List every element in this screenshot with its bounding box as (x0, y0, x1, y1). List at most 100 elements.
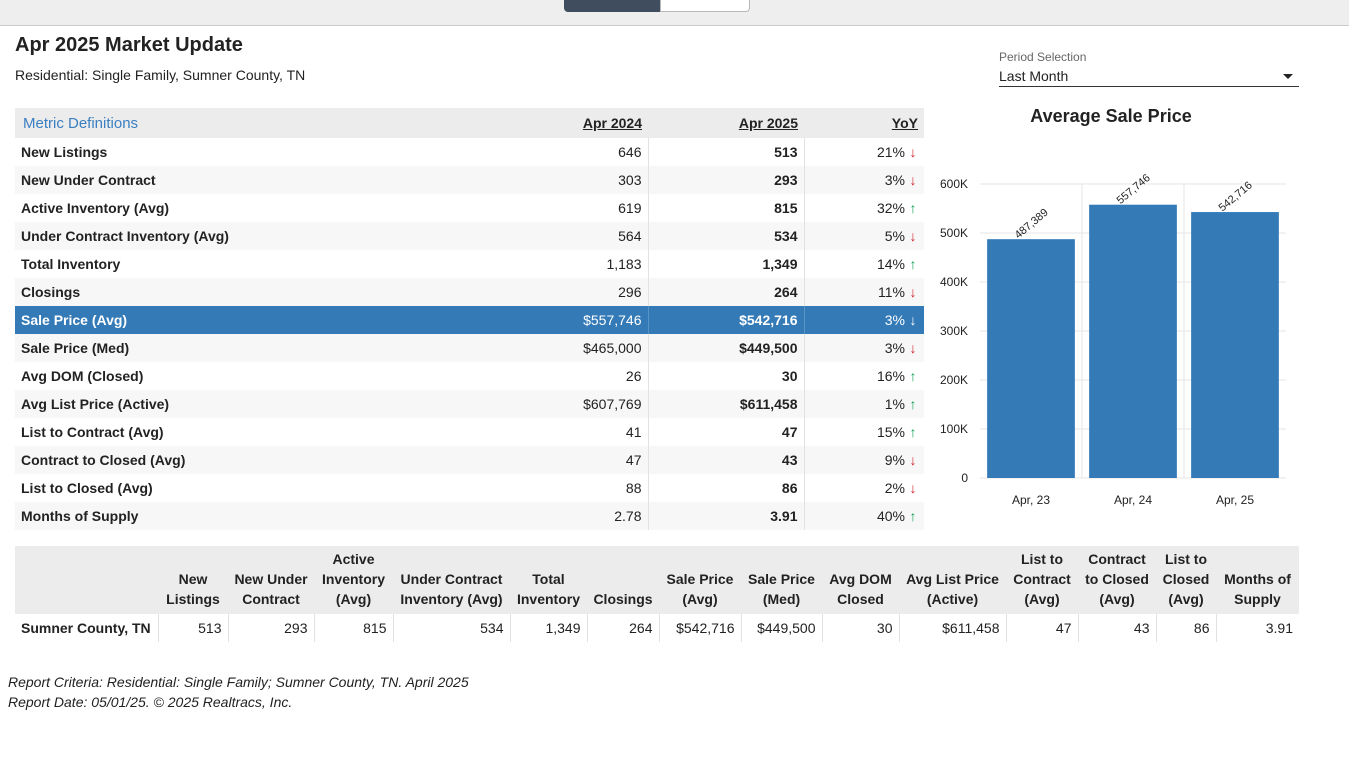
arrow-down-icon: ↓ (909, 340, 917, 356)
metric-yoy-value: 1% (884, 396, 905, 412)
metric-yoy-value: 3% (884, 340, 905, 356)
summary-col-header: Avg List Price (Active) (899, 546, 1006, 614)
metric-prev-value: 303 (493, 166, 649, 194)
summary-cell: 534 (393, 614, 511, 642)
metric-yoy-value: 40% (876, 508, 905, 524)
summary-table: New Listings New Under Contract Active Inv… (15, 546, 1299, 642)
metric-row[interactable]: Closings 296 264 11% ↓ (15, 278, 924, 306)
metric-cur-value: 30 (648, 362, 805, 390)
metric-row[interactable]: List to Contract (Avg) 41 47 15% ↑ (15, 418, 924, 446)
metric-cur-value: $542,716 (648, 306, 805, 334)
x-tick-label: Apr, 23 (1012, 493, 1050, 507)
summary-cell: 264 (587, 614, 660, 642)
metric-row[interactable]: Avg List Price (Active) $607,769 $611,458 1… (15, 390, 924, 418)
metric-row[interactable]: Sale Price (Avg) $557,746 $542,716 3% ↓ (15, 306, 924, 334)
metric-row[interactable]: List to Closed (Avg) 88 86 2% ↓ (15, 474, 924, 502)
metric-label: Under Contract Inventory (Avg) (15, 222, 493, 250)
col-header-yoy-label: YoY (891, 115, 918, 131)
metric-yoy: 16% ↑ (804, 362, 924, 390)
arrow-down-icon: ↓ (909, 312, 917, 328)
summary-row-label: Sumner County, TN (15, 614, 159, 642)
metric-prev-value: 619 (493, 194, 649, 222)
bar-1 (987, 239, 1075, 478)
y-tick-label: 600K (940, 177, 968, 191)
col-header-yoy[interactable]: YoY (804, 108, 924, 138)
metric-row[interactable]: Active Inventory (Avg) 619 815 32% ↑ (15, 194, 924, 222)
period-select-dropdown[interactable]: Last Month (999, 68, 1299, 87)
summary-cell: 86 (1156, 614, 1217, 642)
chart-title: Average Sale Price (1030, 106, 1192, 126)
col-header-cur[interactable]: Apr 2025 (648, 108, 804, 138)
y-tick-label: 100K (940, 422, 968, 436)
metric-row[interactable]: Total Inventory 1,183 1,349 14% ↑ (15, 250, 924, 278)
metric-cur-value: $611,458 (648, 390, 805, 418)
metric-row[interactable]: New Listings 646 513 21% ↓ (15, 138, 924, 166)
metric-row[interactable]: Avg DOM (Closed) 26 30 16% ↑ (15, 362, 924, 390)
metric-cur-value: 264 (648, 278, 805, 306)
average-sale-price-chart: 0 100K 200K 300K 400K 500K 600K 487,389 Apr, 23 5… (940, 172, 1286, 507)
y-tick-label: 500K (940, 226, 968, 240)
metric-cur-value: 513 (648, 138, 805, 166)
summary-col-header: Total Inventory (510, 546, 587, 614)
report-criteria: Report Criteria: Residential: Single Fam… (8, 674, 469, 690)
summary-cell: 815 (314, 614, 394, 642)
view-toggle-active[interactable] (564, 0, 661, 12)
metric-prev-value: 1,183 (493, 250, 649, 278)
metric-yoy: 3% ↓ (804, 166, 924, 194)
summary-cell: 1,349 (510, 614, 588, 642)
metric-yoy-value: 2% (884, 480, 905, 496)
metric-definitions-link[interactable]: Metric Definitions (15, 108, 493, 138)
summary-col-header: Sale Price (Med) (741, 546, 822, 614)
summary-col-header: Under Contract Inventory (Avg) (393, 546, 510, 614)
metric-label: Sale Price (Med) (15, 334, 493, 362)
summary-header-blank (15, 546, 158, 614)
summary-col-header: List to Contract (Avg) (1006, 546, 1078, 614)
metric-row[interactable]: Sale Price (Med) $465,000 $449,500 3% ↓ (15, 334, 924, 362)
page-subtitle: Residential: Single Family, Sumner Count… (15, 67, 306, 83)
metric-cur-value: 534 (648, 222, 805, 250)
metric-yoy-value: 3% (884, 172, 905, 188)
summary-cell: $542,716 (659, 614, 742, 642)
arrow-up-icon: ↑ (909, 368, 917, 384)
metric-label: Sale Price (Avg) (15, 306, 493, 334)
metric-yoy: 40% ↑ (804, 502, 924, 530)
summary-col-header: Active Inventory (Avg) (314, 546, 393, 614)
metric-label: List to Closed (Avg) (21, 480, 153, 496)
metric-label: New Listings (21, 144, 108, 160)
arrow-down-icon: ↓ (909, 228, 917, 244)
metric-label: Total Inventory (21, 256, 121, 272)
metric-row[interactable]: Under Contract Inventory (Avg) 564 534 5% ↓ (15, 222, 924, 250)
arrow-down-icon: ↓ (909, 480, 917, 496)
metric-cur-value: 293 (648, 166, 805, 194)
metric-yoy-value: 5% (884, 228, 905, 244)
metric-yoy: 9% ↓ (804, 446, 924, 474)
summary-cell: 43 (1078, 614, 1157, 642)
bar-value-label: 487,389 (1013, 207, 1051, 242)
summary-data-row: Sumner County, TN 513 293 815 534 1,349 264 $54… (15, 614, 1299, 642)
summary-cell: 3.91 (1265, 620, 1293, 636)
x-tick-label: Apr, 25 (1216, 493, 1254, 507)
col-header-prev[interactable]: Apr 2024 (493, 108, 648, 138)
metric-yoy-value: 16% (876, 368, 905, 384)
view-toggle-inactive[interactable] (660, 0, 750, 12)
metric-yoy: 5% ↓ (804, 222, 924, 250)
metric-row[interactable]: Contract to Closed (Avg) 47 43 9% ↓ (15, 446, 924, 474)
metric-label: Closings (15, 278, 493, 306)
period-selection-label: Period Selection (999, 50, 1087, 64)
summary-cell: 30 (822, 614, 900, 642)
page-title: Apr 2025 Market Update (15, 34, 243, 56)
summary-col-header: New Under Contract (228, 546, 314, 614)
metric-yoy-value: 3% (884, 312, 905, 328)
metric-cur-value: 47 (648, 418, 805, 446)
metric-cur-value: 3.91 (648, 502, 805, 530)
metric-row[interactable]: Months of Supply 2.78 3.91 40% ↑ (15, 502, 924, 530)
metric-yoy-value: 9% (884, 452, 905, 468)
metric-label: List to Contract (Avg) (21, 424, 164, 440)
metric-label: Months of Supply (15, 502, 493, 530)
metric-yoy-value: 32% (876, 200, 905, 216)
caret-down-icon (1283, 74, 1293, 79)
metric-prev-value: $607,769 (493, 390, 649, 418)
metric-yoy: 32% ↑ (804, 194, 924, 222)
metric-row[interactable]: New Under Contract 303 293 3% ↓ (15, 166, 924, 194)
metric-cur-value: 1,349 (648, 250, 805, 278)
